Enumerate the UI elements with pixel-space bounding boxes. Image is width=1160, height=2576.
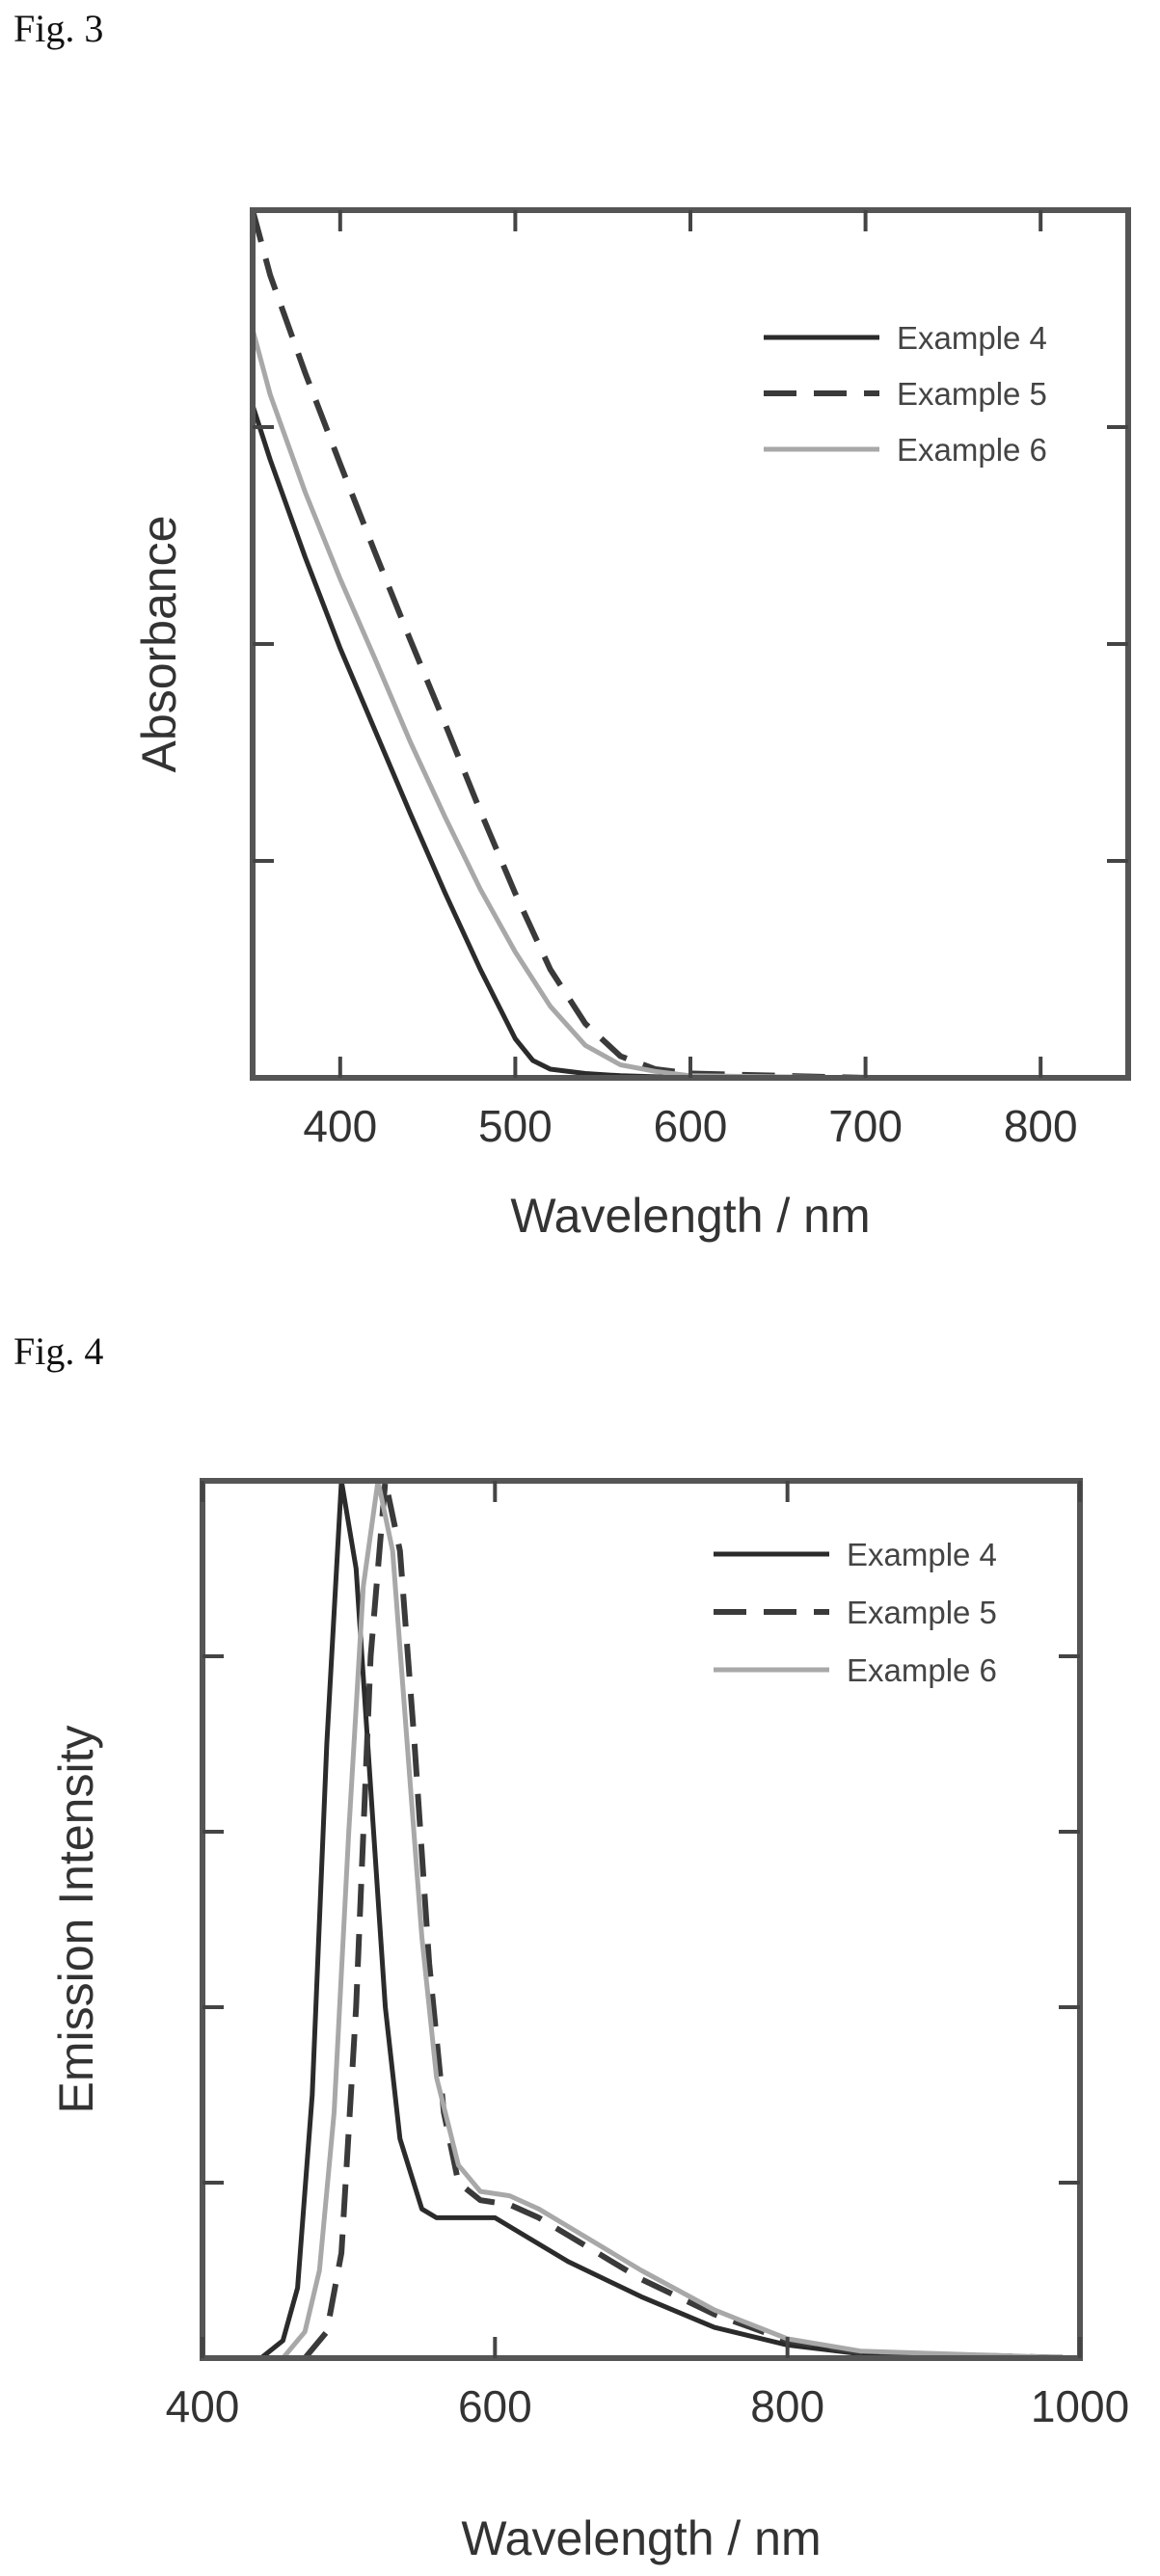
x-axis-label: Wavelength / nm — [461, 2511, 821, 2565]
series-line-3 — [281, 1478, 1081, 2361]
legend-label-3: Example 6 — [847, 1652, 997, 1688]
x-tick-label-4: 800 — [1004, 1101, 1078, 1151]
x-tick-label-1: 500 — [478, 1101, 553, 1151]
absorbance-chart: 400 500 600 700 800 Wavelength / nm Absorbance… — [132, 207, 1131, 1243]
legend-label-1: Example 4 — [897, 320, 1047, 356]
y-axis-label: Absorbance — [132, 516, 186, 773]
x-tick-label-0: 400 — [303, 1101, 377, 1151]
series-line-3 — [250, 329, 1128, 1081]
y-axis-label: Emission Intensity — [49, 1726, 103, 2114]
series-line-2 — [302, 1478, 1081, 2361]
x-axis-label: Wavelength / nm — [510, 1189, 870, 1243]
x-tick-label-2: 800 — [750, 2381, 824, 2431]
legend-label-1: Example 4 — [847, 1537, 997, 1572]
plot-frame — [200, 1478, 1083, 2361]
figure-4-label: Fig. 4 — [13, 1329, 104, 1373]
legend-label-3: Example 6 — [897, 432, 1047, 468]
figure-3-label: Fig. 3 — [13, 7, 104, 50]
legend-label-2: Example 5 — [847, 1595, 997, 1630]
x-tick-label-3: 700 — [828, 1101, 903, 1151]
x-tick-label-1: 600 — [458, 2381, 532, 2431]
x-tick-label-0: 400 — [166, 2381, 240, 2431]
series-line-1 — [259, 1478, 1081, 2361]
emission-chart: 400 600 800 1000 Wavelength / nm Emission Int… — [49, 1478, 1129, 2565]
x-tick-label-3: 1000 — [1031, 2381, 1129, 2431]
legend-label-2: Example 5 — [897, 376, 1047, 412]
x-tick-label-2: 600 — [654, 1101, 728, 1151]
series-line-1 — [250, 404, 1128, 1081]
